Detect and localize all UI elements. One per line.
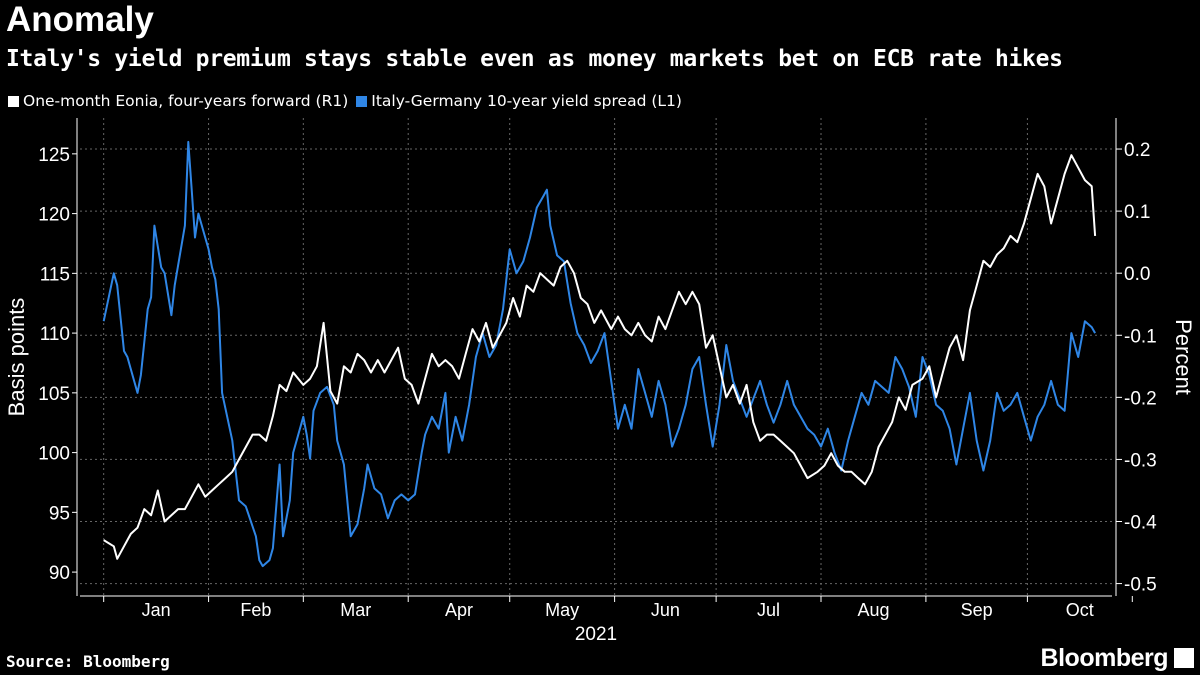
y-left-tick-label: 95 (49, 503, 70, 524)
y-left-tick-label: 110 (40, 324, 70, 345)
chart-subtitle: Italy's yield premium stays stable even … (6, 46, 1063, 72)
grid (80, 118, 1112, 596)
legend: One-month Eonia, four-years forward (R1)… (8, 92, 690, 110)
series-lines (102, 140, 1097, 568)
y-left-axis-label: Basis points (4, 298, 29, 417)
x-tick-label: Apr (445, 600, 473, 620)
y-right-tick-label: -0.3 (1124, 450, 1157, 471)
y-left-tick-label: 90 (49, 563, 70, 584)
y-right-tick-label: 0.1 (1124, 202, 1150, 223)
x-tick-label: Feb (240, 600, 271, 620)
y-left-tick-label: 105 (38, 384, 70, 405)
y-left-tick-label: 120 (38, 205, 70, 226)
x-tick-label: May (545, 600, 579, 620)
y-right-tick-label: -0.5 (1124, 575, 1157, 596)
axes: Jan Feb Mar Apr May Jun Jul Aug Sep Oct 0.2 0.1 0.0 -… (38, 118, 1157, 620)
chart-title: Anomaly (6, 0, 154, 39)
y-left-tick-label: 100 (38, 444, 70, 465)
y-right-axis-label: Percent (1171, 319, 1196, 395)
legend-label-spread: Italy-Germany 10-year yield spread (L1) (371, 92, 682, 110)
y-right-tick-label: -0.2 (1124, 388, 1157, 409)
bloomberg-icon (1174, 648, 1194, 668)
series-line-eonia (103, 154, 1097, 560)
x-tick-label: Jan (142, 600, 171, 620)
legend-item-eonia: One-month Eonia, four-years forward (R1) (8, 92, 348, 110)
y-right-tick-label: -0.4 (1124, 513, 1157, 534)
legend-label-eonia: One-month Eonia, four-years forward (R1) (23, 92, 349, 110)
x-tick-label: Mar (340, 600, 371, 620)
x-tick-label: Sep (961, 600, 993, 620)
legend-swatch-spread (356, 95, 368, 107)
x-tick-label: Jun (651, 600, 680, 620)
legend-swatch-eonia (8, 95, 19, 107)
brand-logo: Bloomberg (1040, 644, 1169, 672)
y-right-tick-label: 0.0 (1124, 264, 1150, 285)
source-note: Source: Bloomberg (6, 652, 170, 671)
x-axis-label: 2021 (575, 624, 617, 645)
y-right-tick-label: 0.2 (1124, 140, 1150, 161)
x-tick-label: Jul (757, 600, 780, 620)
y-left-tick-label: 125 (38, 145, 70, 166)
series-line-spread (102, 140, 1096, 568)
x-tick-label: Aug (857, 600, 889, 620)
y-left-tick-label: 115 (40, 264, 70, 285)
y-right-tick-label: -0.1 (1124, 326, 1157, 347)
x-tick-label: Oct (1066, 600, 1094, 620)
legend-item-spread: Italy-Germany 10-year yield spread (L1) (356, 92, 682, 110)
